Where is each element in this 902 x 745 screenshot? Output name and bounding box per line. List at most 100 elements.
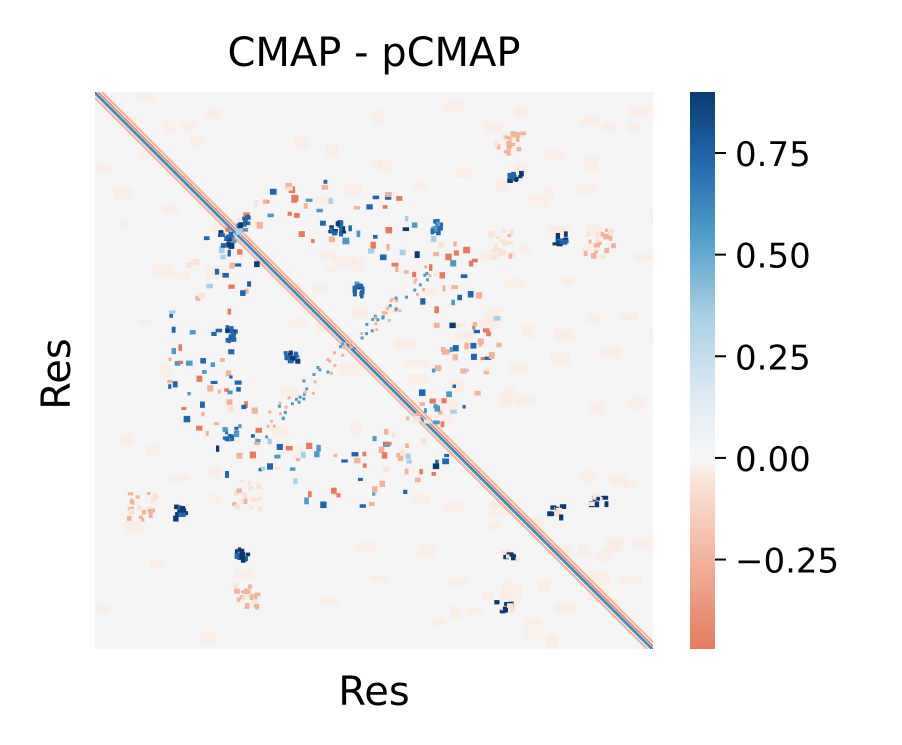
heatmap-cell — [394, 296, 398, 300]
heatmap-cell — [280, 388, 298, 397]
heatmap-cell — [329, 225, 334, 230]
heatmap-cell — [550, 352, 570, 365]
heatmap-cell — [332, 230, 338, 236]
heatmap-cell — [353, 347, 357, 351]
heatmap-cell — [168, 384, 172, 389]
heatmap-cell — [473, 329, 480, 334]
heatmap-cell — [395, 299, 399, 303]
heatmap-cell — [339, 226, 343, 233]
heatmap-cell — [333, 453, 338, 458]
heatmap-cell — [195, 295, 201, 301]
heatmap-cell — [508, 136, 513, 141]
heatmap-cell — [404, 468, 409, 475]
heatmap-cell — [339, 345, 343, 349]
heatmap-cell — [344, 184, 363, 195]
heatmap-cell — [186, 262, 193, 268]
heatmap-cell — [210, 362, 216, 367]
heatmap-cell — [339, 363, 361, 378]
heatmap-cell — [331, 487, 337, 494]
heatmap-cell — [240, 497, 246, 504]
heatmap-cell — [417, 544, 435, 558]
heatmap-cell — [242, 218, 248, 223]
heatmap-cell — [437, 410, 443, 415]
heatmap-cell — [381, 315, 385, 319]
heatmap-cell — [304, 497, 309, 505]
heatmap-cell — [240, 590, 247, 594]
heatmap-cell — [384, 441, 392, 446]
heatmap-cell — [289, 318, 306, 329]
heatmap-cell — [271, 426, 289, 438]
heatmap-cell — [190, 135, 204, 147]
heatmap-cell — [298, 395, 302, 399]
heatmap-cell — [388, 304, 392, 308]
heatmap-cell — [230, 337, 237, 342]
heatmap-cell — [268, 410, 272, 414]
heatmap-cell — [131, 500, 135, 505]
heatmap-cell — [510, 174, 517, 181]
heatmap-cell — [244, 588, 249, 595]
heatmap-cell — [404, 215, 409, 222]
heatmap-cell — [562, 277, 574, 286]
heatmap-cell — [450, 409, 457, 414]
heatmap-cell — [423, 273, 427, 277]
heatmap-cell — [139, 152, 151, 159]
heatmap-cell — [218, 246, 225, 254]
heatmap-cell — [182, 512, 186, 517]
heatmap-cell — [444, 453, 450, 458]
heatmap-cell — [351, 452, 359, 457]
heatmap-cell — [325, 267, 336, 274]
heatmap-cell — [124, 520, 143, 533]
heatmap-cell — [465, 368, 470, 372]
heatmap-cell — [174, 504, 179, 510]
heatmap-cell — [227, 249, 231, 257]
heatmap-cell — [180, 508, 187, 512]
heatmap-cell — [257, 506, 263, 511]
heatmap-cell — [240, 222, 246, 227]
heatmap-cell — [274, 454, 281, 459]
heatmap-cell — [619, 576, 642, 585]
heatmap-cell — [244, 401, 248, 409]
heatmap-cell — [484, 356, 492, 360]
colorbar-tick-label: 0.00 — [735, 440, 811, 480]
heatmap-cell — [465, 606, 482, 615]
heatmap-cell — [450, 605, 461, 619]
heatmap-cell — [403, 270, 409, 274]
heatmap-cell — [452, 345, 459, 352]
heatmap-cell — [289, 356, 296, 361]
heatmap-cell — [225, 370, 232, 377]
heatmap-cell — [234, 553, 240, 559]
heatmap-cell — [594, 501, 600, 508]
heatmap-cell — [433, 252, 440, 257]
heatmap-cell — [508, 364, 527, 373]
heatmap-cell — [422, 287, 437, 297]
heatmap-cell — [507, 603, 514, 609]
heatmap-cell — [284, 405, 288, 409]
heatmap-cell — [290, 402, 294, 406]
heatmap-cell — [510, 131, 516, 137]
heatmap-cell — [226, 236, 232, 242]
heatmap-cell — [386, 243, 390, 251]
heatmap-cell — [509, 241, 514, 245]
heatmap-cell — [373, 314, 377, 318]
heatmap-cell — [178, 360, 184, 365]
heatmap-cell — [177, 512, 182, 517]
heatmap-cell — [398, 309, 402, 313]
heatmap-cell — [226, 399, 233, 405]
heatmap-cell — [602, 122, 617, 132]
heatmap-cell — [248, 584, 253, 589]
heatmap-cell — [470, 342, 477, 349]
heatmap-cell — [321, 249, 336, 260]
heatmap-cell — [310, 239, 315, 243]
heatmap-cell — [295, 358, 301, 364]
heatmap-cell — [356, 542, 375, 553]
heatmap-cell — [253, 200, 259, 207]
heatmap-cell — [225, 227, 231, 232]
heatmap-cell — [219, 230, 223, 235]
heatmap-cell — [269, 419, 273, 423]
heatmap-cell — [432, 463, 440, 470]
heatmap-cell — [394, 338, 415, 350]
heatmap-cell — [554, 328, 575, 342]
heatmap-cell — [494, 600, 500, 605]
heatmap-cell — [152, 493, 158, 500]
heatmap-cell — [455, 332, 473, 342]
